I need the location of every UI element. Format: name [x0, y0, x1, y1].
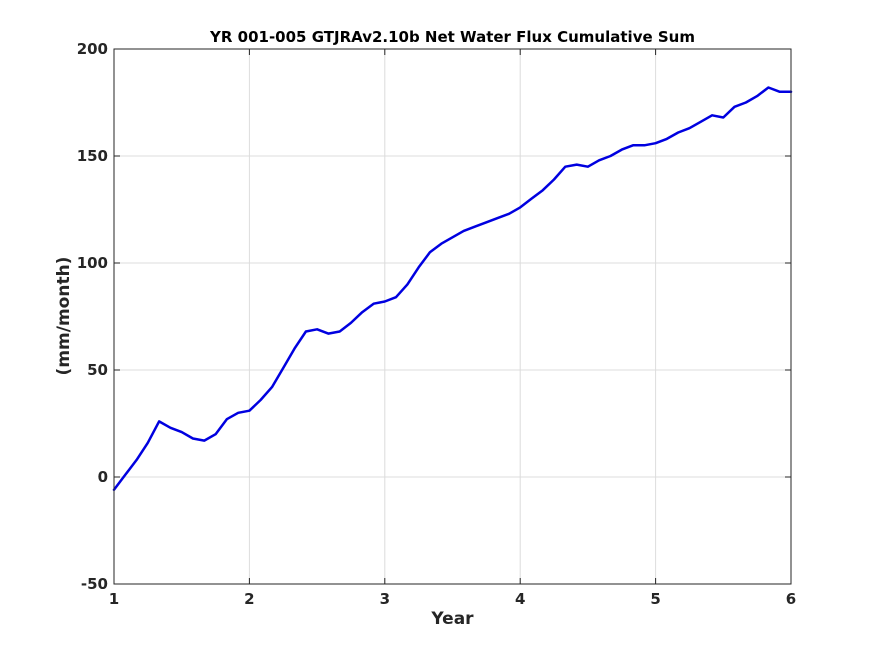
x-tick-label: 6 — [786, 590, 796, 608]
y-tick-label: 0 — [98, 468, 108, 486]
grid-lines — [114, 49, 791, 584]
series-line — [112, 86, 793, 492]
plot-area — [114, 49, 791, 584]
x-axis-label: Year — [430, 609, 474, 629]
y-tick-label: -50 — [81, 575, 108, 593]
x-tick-label: 4 — [515, 590, 525, 608]
chart-title: YR 001-005 GTJRAv2.10b Net Water Flux Cu… — [209, 28, 695, 46]
x-tick-label: 5 — [650, 590, 660, 608]
x-tick-label: 2 — [244, 590, 254, 608]
plot-frame — [113, 48, 792, 585]
y-tick-label: 100 — [77, 254, 108, 272]
y-tick-label: 150 — [77, 147, 108, 165]
axis-ticks: 1 2 3 4 5 6 -50 0 50 100 150 200 — [77, 40, 797, 608]
y-tick-label: 50 — [87, 361, 108, 379]
x-tick-label: 3 — [380, 590, 390, 608]
x-tick-label: 1 — [109, 590, 119, 608]
y-tick-label: 200 — [77, 40, 108, 58]
y-axis-label: (mm/month) — [54, 257, 74, 376]
